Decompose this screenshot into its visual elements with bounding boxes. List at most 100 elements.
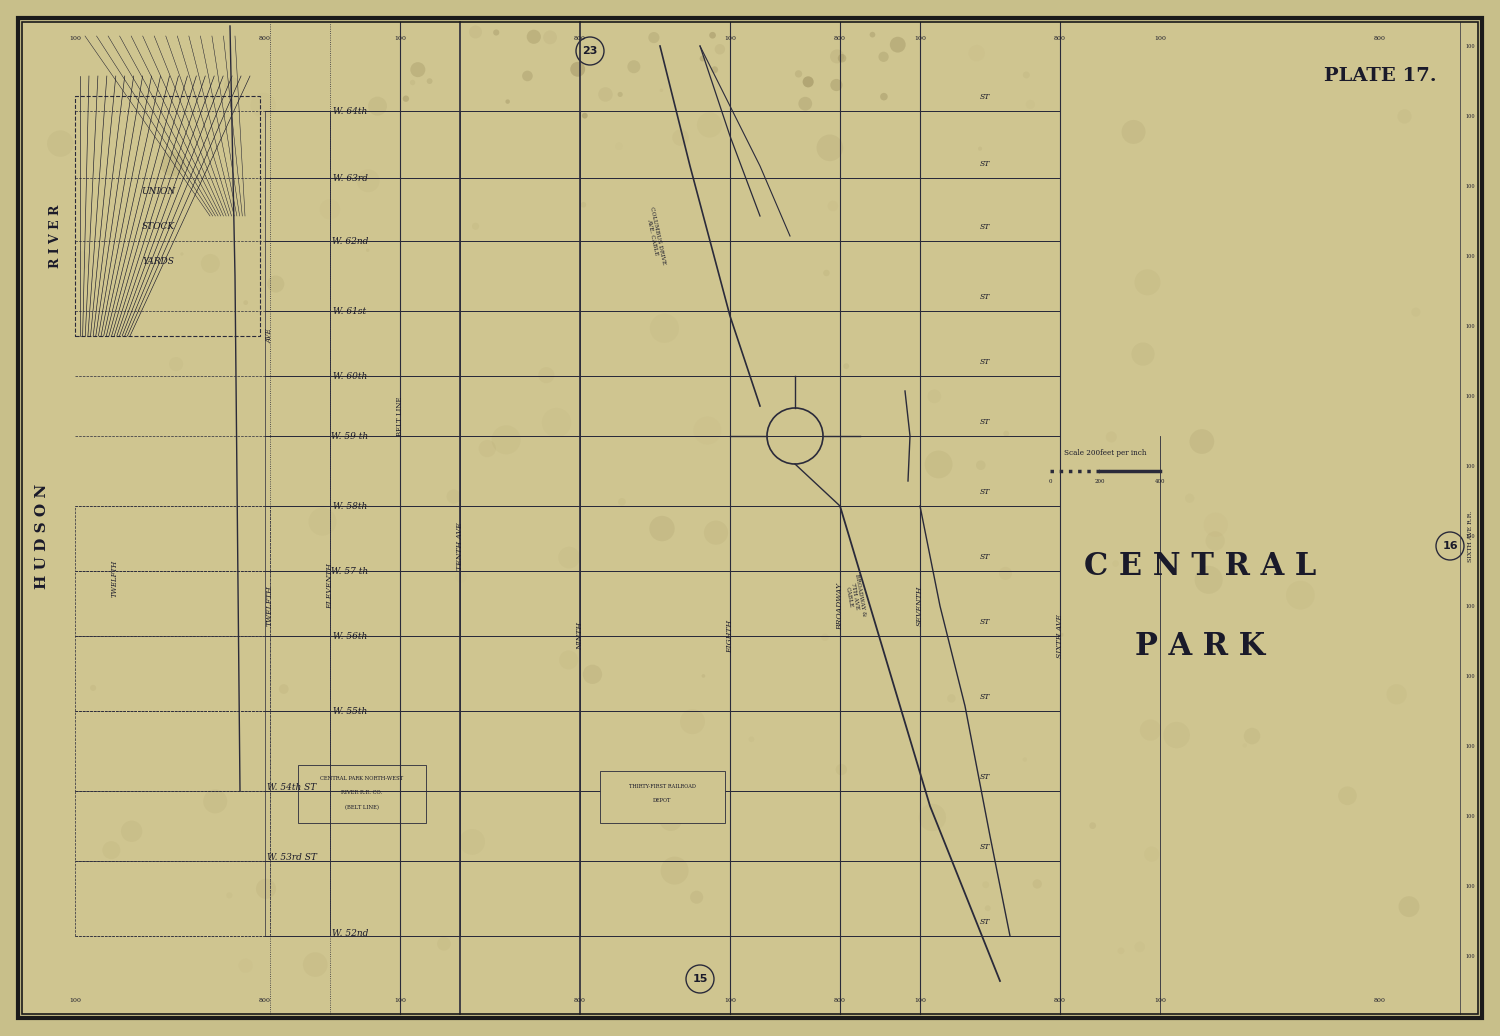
Bar bbox=[400, 792, 460, 861]
Text: 800: 800 bbox=[260, 35, 272, 40]
Circle shape bbox=[410, 80, 416, 85]
Text: 100: 100 bbox=[1154, 35, 1166, 40]
Text: W. 64th: W. 64th bbox=[333, 107, 368, 115]
Bar bbox=[460, 506, 580, 571]
Bar bbox=[840, 311, 920, 376]
Text: 800: 800 bbox=[1374, 999, 1386, 1004]
Bar bbox=[580, 792, 730, 861]
Bar bbox=[400, 111, 460, 178]
Text: 100: 100 bbox=[1466, 673, 1474, 679]
Text: PLATE 17.: PLATE 17. bbox=[1323, 67, 1437, 85]
Circle shape bbox=[1190, 429, 1214, 454]
Bar bbox=[730, 792, 840, 861]
Bar bbox=[330, 711, 400, 792]
Bar bbox=[460, 711, 580, 792]
Circle shape bbox=[802, 77, 813, 87]
Bar bbox=[730, 241, 840, 311]
Circle shape bbox=[366, 249, 369, 252]
Text: W. 55th: W. 55th bbox=[333, 707, 368, 716]
Bar bbox=[730, 506, 840, 571]
Circle shape bbox=[526, 30, 542, 44]
Text: AVE: AVE bbox=[266, 328, 274, 343]
Bar bbox=[330, 792, 400, 861]
Text: 100: 100 bbox=[1466, 463, 1474, 468]
Bar bbox=[840, 241, 920, 311]
Bar bbox=[400, 436, 460, 506]
Text: SIXTH AVE R.R.: SIXTH AVE R.R. bbox=[1467, 511, 1473, 562]
Text: COLUMBUS DRIVE
AVE. CABLE: COLUMBUS DRIVE AVE. CABLE bbox=[644, 206, 666, 266]
Bar bbox=[580, 178, 730, 241]
Circle shape bbox=[1206, 531, 1225, 550]
Text: ST: ST bbox=[980, 93, 990, 100]
Text: ST: ST bbox=[980, 293, 990, 301]
Text: 100: 100 bbox=[1466, 744, 1474, 748]
Circle shape bbox=[1089, 823, 1096, 829]
Circle shape bbox=[411, 62, 426, 77]
Circle shape bbox=[836, 764, 848, 775]
Circle shape bbox=[543, 30, 556, 45]
Circle shape bbox=[506, 99, 510, 104]
Bar bbox=[400, 636, 460, 711]
Bar bbox=[266, 571, 330, 636]
Bar bbox=[330, 311, 400, 376]
Bar bbox=[400, 506, 460, 571]
Text: 100: 100 bbox=[1466, 114, 1474, 118]
Bar bbox=[75, 96, 260, 336]
Text: 0: 0 bbox=[1048, 479, 1052, 484]
Bar bbox=[730, 376, 840, 436]
Text: 800: 800 bbox=[574, 999, 586, 1004]
Bar bbox=[730, 436, 840, 506]
Bar bbox=[75, 506, 270, 571]
Circle shape bbox=[843, 364, 849, 369]
Circle shape bbox=[648, 32, 660, 44]
Circle shape bbox=[702, 674, 705, 678]
Text: YARDS: YARDS bbox=[142, 257, 174, 265]
Bar bbox=[330, 636, 400, 711]
Text: 200: 200 bbox=[1095, 479, 1106, 484]
Circle shape bbox=[650, 516, 675, 541]
Bar bbox=[266, 311, 330, 376]
Bar bbox=[840, 506, 920, 571]
Text: ST: ST bbox=[980, 488, 990, 496]
Text: 100: 100 bbox=[1466, 884, 1474, 889]
Circle shape bbox=[824, 269, 830, 277]
Circle shape bbox=[122, 821, 142, 842]
Circle shape bbox=[618, 498, 626, 506]
Bar bbox=[580, 241, 730, 311]
Text: ST: ST bbox=[980, 773, 990, 781]
Text: TWELFTH: TWELFTH bbox=[111, 559, 118, 597]
Text: W. 61st: W. 61st bbox=[333, 307, 366, 316]
Text: W. 63rd: W. 63rd bbox=[333, 173, 368, 182]
Bar bbox=[400, 178, 460, 241]
Bar bbox=[460, 636, 580, 711]
Bar bbox=[460, 571, 580, 636]
Text: 800: 800 bbox=[1054, 35, 1066, 40]
Bar bbox=[730, 636, 840, 711]
Text: 800: 800 bbox=[834, 999, 846, 1004]
Bar bbox=[840, 711, 920, 792]
Text: 100: 100 bbox=[1466, 44, 1474, 49]
Circle shape bbox=[816, 135, 843, 162]
Circle shape bbox=[256, 879, 276, 899]
Text: ST: ST bbox=[980, 358, 990, 366]
Bar bbox=[75, 861, 270, 936]
Bar bbox=[580, 636, 730, 711]
Circle shape bbox=[494, 29, 500, 35]
Bar bbox=[400, 241, 460, 311]
Circle shape bbox=[704, 520, 728, 545]
Bar bbox=[266, 436, 330, 506]
Bar bbox=[840, 376, 920, 436]
Circle shape bbox=[584, 665, 602, 684]
Bar bbox=[460, 311, 580, 376]
Bar bbox=[730, 111, 840, 178]
Bar bbox=[730, 178, 840, 241]
Bar bbox=[460, 436, 580, 506]
Text: 100: 100 bbox=[1466, 323, 1474, 328]
Text: P A R K: P A R K bbox=[1136, 631, 1264, 662]
Bar bbox=[840, 436, 920, 506]
Circle shape bbox=[243, 300, 248, 305]
Bar bbox=[330, 861, 400, 936]
Text: 100: 100 bbox=[724, 35, 736, 40]
Text: CENTRAL PARK NORTH-WEST: CENTRAL PARK NORTH-WEST bbox=[321, 776, 404, 780]
Bar bbox=[330, 241, 400, 311]
